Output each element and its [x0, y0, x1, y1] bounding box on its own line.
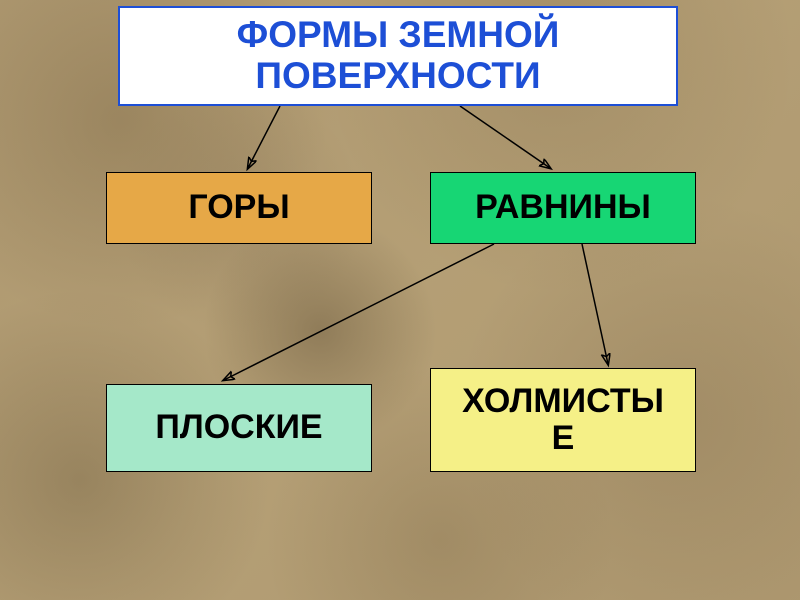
kholmistye-line2: Е [552, 419, 575, 457]
title-line1: ФОРМЫ ЗЕМНОЙ [237, 14, 560, 55]
ploskie-node: ПЛОСКИЕ [106, 384, 372, 472]
gory-label: ГОРЫ [188, 189, 289, 226]
ravniny-label: РАВНИНЫ [475, 189, 651, 226]
kholmistye-node: ХОЛМИСТЫ Е [430, 368, 696, 472]
gory-node: ГОРЫ [106, 172, 372, 244]
title-node: ФОРМЫ ЗЕМНОЙ ПОВЕРХНОСТИ [118, 6, 678, 106]
title-line2: ПОВЕРХНОСТИ [255, 55, 540, 96]
ploskie-label: ПЛОСКИЕ [155, 409, 322, 446]
ravniny-node: РАВНИНЫ [430, 172, 696, 244]
kholmistye-line1: ХОЛМИСТЫ [462, 382, 664, 420]
